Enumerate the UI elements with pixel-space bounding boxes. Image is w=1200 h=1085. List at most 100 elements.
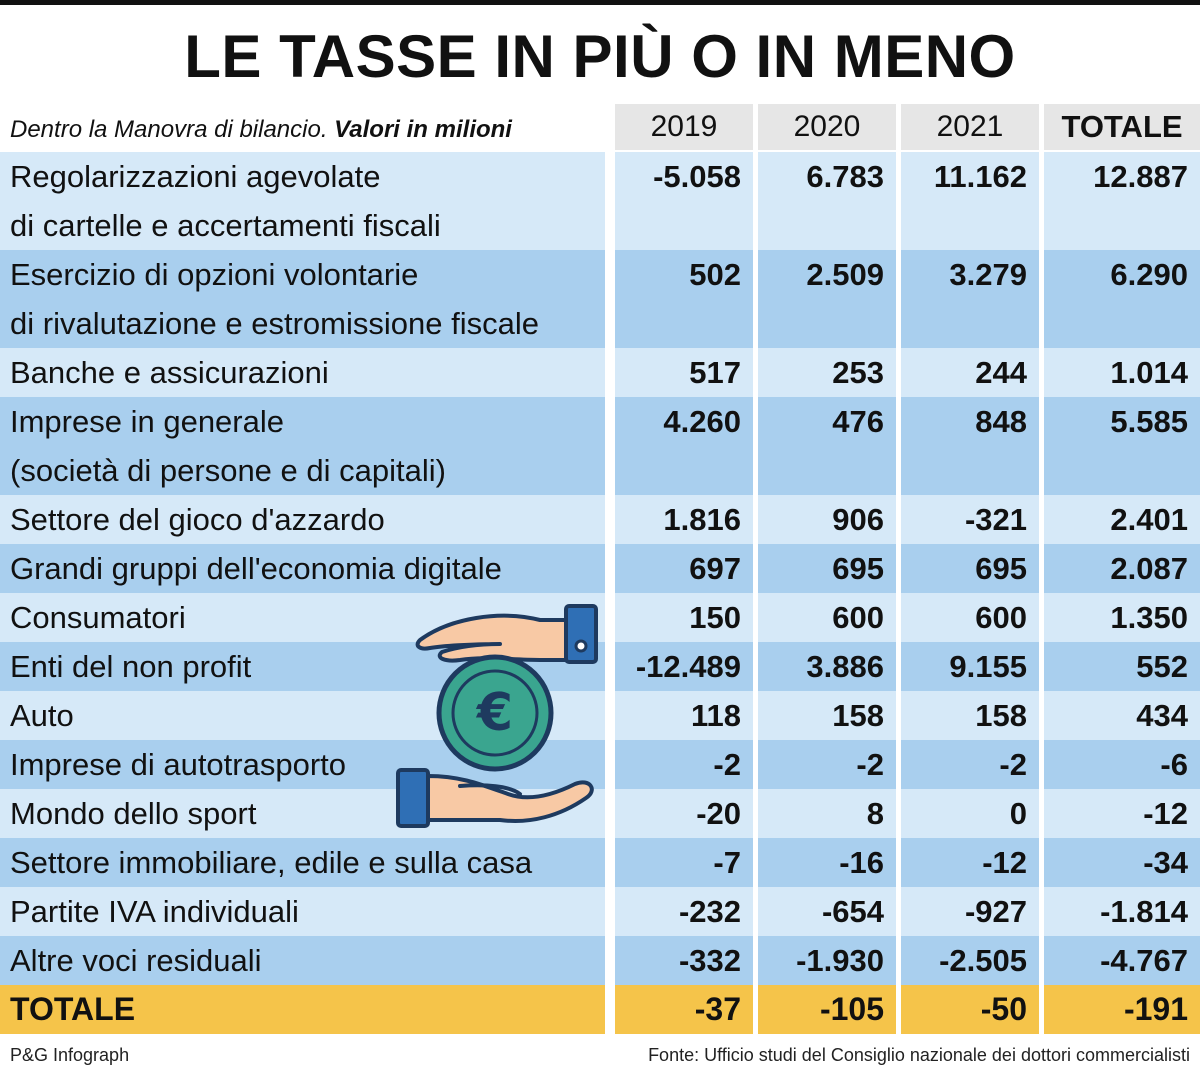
value-cell-2020: 158 [758, 691, 896, 740]
value-cell-2021: -2 [901, 740, 1039, 789]
chart-title: LE TASSE IN PIÙ O IN MENO [184, 23, 1016, 90]
row-label: Partite IVA individuali [0, 887, 605, 936]
value-cell-totale: 12.887 [1044, 152, 1200, 250]
svg-text:€: € [476, 683, 513, 743]
value-cell-totale: 434 [1044, 691, 1200, 740]
value-cell-totale: 552 [1044, 642, 1200, 691]
value-cell-2021: -12 [901, 838, 1039, 887]
total-row: TOTALE -37 -105 -50 -191 [0, 985, 1200, 1034]
value-cell-2020: 600 [758, 593, 896, 642]
row-label-line: Regolarizzazioni agevolate [10, 159, 381, 194]
row-label-line: Consumatori [10, 600, 186, 635]
row-label: Settore immobiliare, edile e sulla casa [0, 838, 605, 887]
row-label-line: Altre voci residuali [10, 943, 262, 978]
value-cell-2019: -332 [615, 936, 753, 985]
value-cell-2019: -20 [615, 789, 753, 838]
value-cell-2021: -927 [901, 887, 1039, 936]
value-cell-2021: 3.279 [901, 250, 1039, 348]
value-cell-2020: -654 [758, 887, 896, 936]
coin-icon: € [436, 654, 554, 772]
table-row: Consumatori 150 600 600 1.350 [0, 593, 1200, 642]
value-cell-2020: 476 [758, 397, 896, 495]
column-header-2019: 2019 [615, 104, 753, 150]
row-label-line: Imprese di autotrasporto [10, 747, 347, 782]
row-label: Settore del gioco d'azzardo [0, 495, 605, 544]
value-cell-2019: -5.058 [615, 152, 753, 250]
value-cell-2019: 150 [615, 593, 753, 642]
row-label-line: Settore del gioco d'azzardo [10, 502, 385, 537]
table-row: Imprese in generale (società di persone e… [0, 397, 1200, 495]
value-cell-2021: 0 [901, 789, 1039, 838]
table-row: Grandi gruppi dell'economia digitale 697 6… [0, 544, 1200, 593]
open-hand-icon [396, 768, 594, 828]
table-row: Regolarizzazioni agevolate di cartelle e … [0, 152, 1200, 250]
subtitle-text: Dentro la Manovra di bilancio. [10, 116, 328, 143]
row-label: Grandi gruppi dell'economia digitale [0, 544, 605, 593]
credit-text: P&G Infograph [10, 1045, 130, 1065]
table-row: Banche e assicurazioni 517 253 244 1.014 [0, 348, 1200, 397]
value-cell-2019: 4.260 [615, 397, 753, 495]
value-cell-2020: -16 [758, 838, 896, 887]
subtitle-unit: Valori in milioni [334, 116, 512, 143]
value-cell-totale: -34 [1044, 838, 1200, 887]
value-cell-totale: 5.585 [1044, 397, 1200, 495]
value-cell-totale: -12 [1044, 789, 1200, 838]
value-cell-2021: 11.162 [901, 152, 1039, 250]
row-label-line: Enti del non profit [10, 649, 252, 684]
value-cell-totale: -1.814 [1044, 887, 1200, 936]
value-cell-totale: 6.290 [1044, 250, 1200, 348]
chart-subtitle: Dentro la Manovra di bilancio. Valori in… [10, 112, 512, 148]
value-cell-2021: 695 [901, 544, 1039, 593]
row-label: Regolarizzazioni agevolate di cartelle e … [0, 152, 605, 250]
table-row: Partite IVA individuali -232 -654 -927 -1.81… [0, 887, 1200, 936]
value-cell-2019: 118 [615, 691, 753, 740]
value-cell-2020: 3.886 [758, 642, 896, 691]
row-label-line: (società di persone e di capitali) [10, 453, 446, 488]
row-label: Altre voci residuali [0, 936, 605, 985]
table-row: Settore immobiliare, edile e sulla casa -… [0, 838, 1200, 887]
row-label-line: di rivalutazione e estromissione fiscale [10, 306, 539, 341]
value-cell-2020: 906 [758, 495, 896, 544]
value-cell-2019: 697 [615, 544, 753, 593]
value-cell-2019: 517 [615, 348, 753, 397]
value-cell-2020: 6.783 [758, 152, 896, 250]
row-label-line: TOTALE [10, 991, 136, 1027]
value-cell-totale: 1.014 [1044, 348, 1200, 397]
value-cell-2019: -2 [615, 740, 753, 789]
column-header-totale: TOTALE [1044, 104, 1200, 150]
value-cell-2020: 253 [758, 348, 896, 397]
value-cell-2019: -12.489 [615, 642, 753, 691]
column-header-2021: 2021 [901, 104, 1039, 150]
value-cell-2021: 244 [901, 348, 1039, 397]
value-cell-totale: -4.767 [1044, 936, 1200, 985]
table-row: Esercizio di opzioni volontarie di rivalu… [0, 250, 1200, 348]
value-cell-totale: 1.350 [1044, 593, 1200, 642]
value-cell-totale: 2.087 [1044, 544, 1200, 593]
total-label: TOTALE [0, 985, 605, 1034]
value-cell-2020: -1.930 [758, 936, 896, 985]
euro-coin-icon: € [396, 604, 598, 828]
value-cell-2020: 695 [758, 544, 896, 593]
row-label-line: Banche e assicurazioni [10, 355, 329, 390]
value-cell-2020: 2.509 [758, 250, 896, 348]
value-cell-totale: -6 [1044, 740, 1200, 789]
row-label-line: Mondo dello sport [10, 796, 257, 831]
value-cell-2019: -7 [615, 838, 753, 887]
value-cell-2021: 9.155 [901, 642, 1039, 691]
table-row: Altre voci residuali -332 -1.930 -2.505 -4.7… [0, 936, 1200, 985]
value-cell-2019: 1.816 [615, 495, 753, 544]
value-cell-2019: -37 [615, 985, 753, 1034]
value-cell-2021: -2.505 [901, 936, 1039, 985]
value-cell-2021: -50 [901, 985, 1039, 1034]
row-label-line: Esercizio di opzioni volontarie [10, 257, 419, 292]
value-cell-2021: 158 [901, 691, 1039, 740]
value-cell-2021: -321 [901, 495, 1039, 544]
row-label-line: Grandi gruppi dell'economia digitale [10, 551, 502, 586]
column-header-2020: 2020 [758, 104, 896, 150]
row-label-line: Imprese in generale [10, 404, 284, 439]
top-hand-icon [415, 604, 598, 664]
value-cell-2021: 600 [901, 593, 1039, 642]
top-rule [0, 0, 1200, 5]
table-row: Settore del gioco d'azzardo 1.816 906 -321 2… [0, 495, 1200, 544]
value-cell-totale: 2.401 [1044, 495, 1200, 544]
